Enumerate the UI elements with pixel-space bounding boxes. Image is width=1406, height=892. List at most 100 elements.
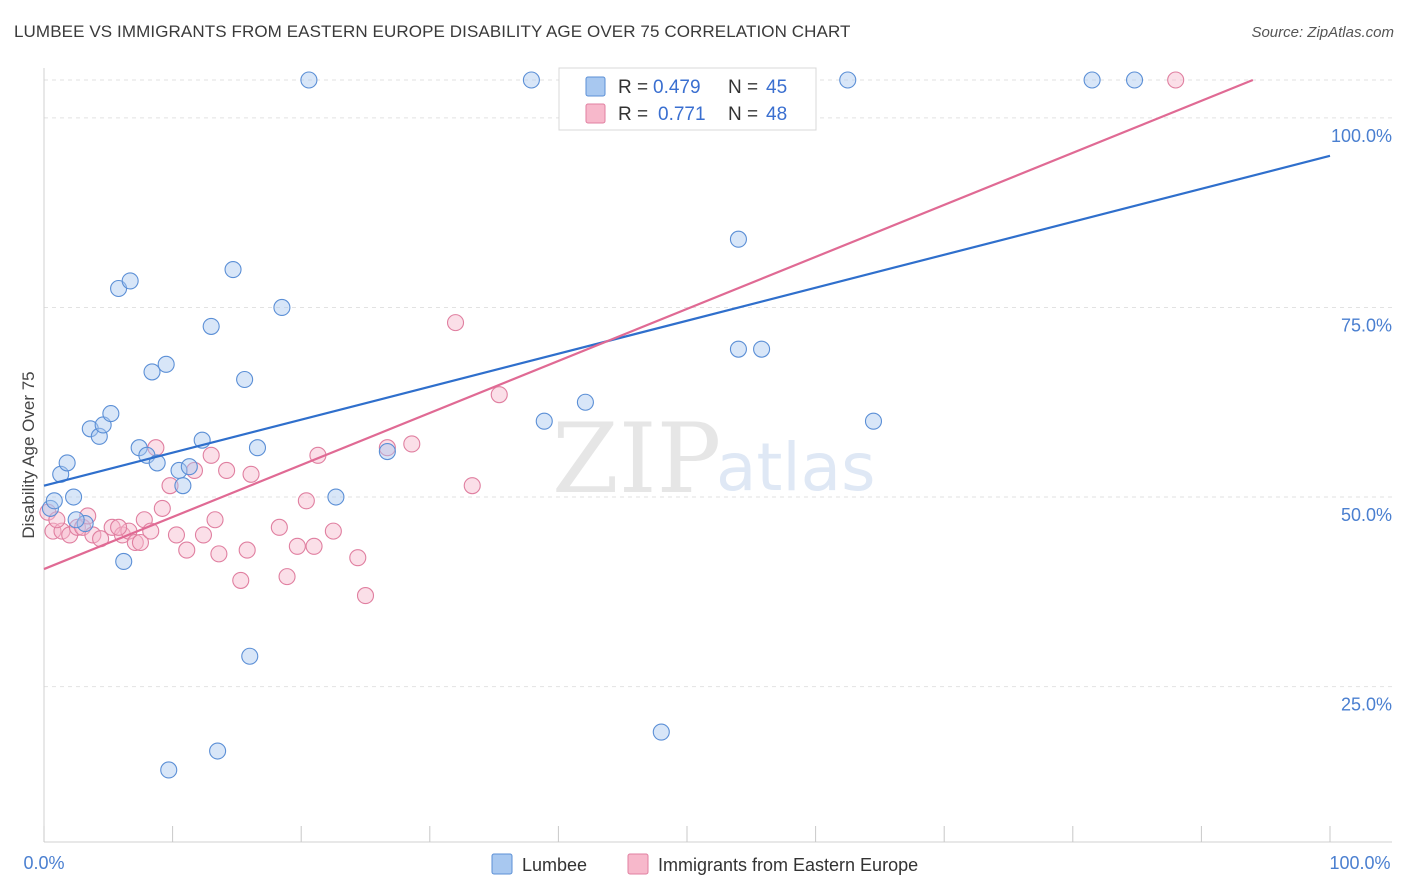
bottom-legend: Lumbee Immigrants from Eastern Europe — [491, 853, 918, 875]
y-tick-label-0: 25.0% — [1341, 695, 1392, 715]
lumbee-point-42 — [241, 647, 259, 665]
y-axis-tick-labels: 25.0% 50.0% 75.0% 100.0% — [1331, 126, 1392, 715]
lumbee-point-35 — [753, 340, 771, 358]
lumbee-point-16 — [148, 454, 166, 472]
immigrants-point-30 — [270, 518, 288, 536]
lumbee-point-27 — [300, 71, 318, 89]
lumbee-point-7 — [90, 427, 108, 445]
x-axis-ticks — [43, 826, 1331, 842]
immigrants-point-38 — [356, 587, 375, 605]
lumbee-point-20 — [180, 458, 198, 476]
lumbee-point-41 — [209, 742, 227, 760]
immigrants-point-29 — [242, 465, 260, 483]
immigrants-point-24 — [206, 511, 224, 529]
series-immigrants-points — [39, 71, 1185, 605]
legend-n-label-1: N = — [728, 77, 758, 98]
lumbee-point-43 — [652, 723, 670, 741]
legend-n-value-2: 48 — [766, 104, 787, 125]
lumbee-point-26 — [273, 298, 291, 317]
lumbee-point-1 — [45, 492, 63, 510]
lumbee-point-34 — [729, 230, 747, 248]
lumbee-point-36 — [839, 71, 857, 89]
lumbee-point-3 — [58, 454, 76, 472]
lumbee-point-38 — [1083, 71, 1101, 89]
legend-r-label-2: R = — [618, 104, 648, 125]
lumbee-point-32 — [576, 393, 594, 411]
watermark-atlas: atlas — [716, 429, 876, 506]
lumbee-point-44 — [67, 511, 85, 529]
immigrants-point-20 — [178, 541, 196, 559]
immigrants-point-22 — [194, 526, 213, 544]
lumbee-point-15 — [143, 363, 161, 381]
lumbee-point-28 — [327, 488, 345, 506]
immigrants-point-13 — [131, 533, 149, 552]
immigrants-point-34 — [305, 537, 323, 555]
immigrants-point-47 — [110, 518, 128, 536]
legend-box: R = 0.479 N = 45 R = 0.771 N = 48 — [558, 67, 817, 131]
bottom-legend-label-immigrants: Immigrants from Eastern Europe — [658, 855, 918, 875]
lumbee-point-33 — [729, 340, 747, 358]
immigrants-point-31 — [278, 568, 296, 586]
legend-swatch-lumbee — [585, 76, 606, 97]
immigrants-point-41 — [446, 314, 465, 332]
immigrants-point-19 — [167, 526, 186, 544]
bottom-legend-swatch-immigrants — [627, 853, 649, 875]
bottom-legend-swatch-lumbee — [491, 853, 513, 875]
lumbee-point-30 — [522, 71, 540, 89]
immigrants-point-32 — [288, 537, 306, 555]
immigrants-point-36 — [324, 522, 342, 540]
lumbee-point-19 — [174, 477, 192, 495]
series-lumbee-points — [41, 71, 1144, 779]
axes — [43, 68, 1392, 843]
y-tick-label-1: 50.0% — [1341, 505, 1392, 525]
immigrants-point-39 — [378, 439, 396, 457]
lumbee-point-39 — [1125, 71, 1144, 89]
legend-n-label-2: N = — [728, 104, 758, 125]
legend-r-value-2: 0.771 — [658, 104, 706, 125]
source-credit: Source: ZipAtlas.com — [1251, 24, 1394, 41]
chart-title: LUMBEE VS IMMIGRANTS FROM EASTERN EUROPE… — [14, 22, 851, 41]
lumbee-point-24 — [236, 370, 254, 389]
trend-line-immigrants — [43, 78, 1254, 571]
immigrants-point-12 — [126, 533, 144, 552]
y-axis-label: Disability Age Over 75 — [19, 371, 38, 538]
immigrants-point-23 — [202, 446, 220, 464]
lumbee-point-9 — [102, 405, 120, 423]
legend-n-value-1: 45 — [766, 77, 787, 98]
x-tick-label-max: 100.0% — [1329, 853, 1390, 873]
x-tick-label-min: 0.0% — [23, 853, 64, 873]
lumbee-point-31 — [535, 412, 553, 430]
lumbee-point-4 — [65, 488, 83, 506]
bottom-legend-label-lumbee: Lumbee — [522, 855, 587, 875]
immigrants-point-1 — [44, 522, 62, 540]
legend-swatch-immigrants — [585, 103, 606, 124]
watermark-zip: ZIP — [552, 403, 721, 515]
legend-r-value-1: 0.479 — [653, 77, 701, 98]
trend-line-lumbee — [43, 154, 1331, 487]
lumbee-point-37 — [864, 412, 883, 430]
y-tick-label-3: 100.0% — [1331, 126, 1392, 146]
immigrants-point-25 — [210, 545, 228, 563]
immigrants-point-26 — [218, 461, 236, 480]
immigrants-point-18 — [161, 477, 179, 495]
immigrants-point-33 — [297, 492, 315, 510]
lumbee-point-23 — [224, 261, 242, 279]
immigrants-point-17 — [153, 499, 171, 517]
immigrants-point-45 — [1167, 71, 1185, 89]
lumbee-point-29 — [378, 442, 396, 461]
immigrants-point-37 — [349, 549, 367, 567]
legend-r-label-1: R = — [618, 77, 648, 98]
lumbee-point-22 — [202, 317, 220, 335]
lumbee-point-5 — [76, 515, 94, 533]
lumbee-point-12 — [115, 552, 133, 571]
lumbee-point-17 — [157, 355, 175, 373]
immigrants-point-43 — [490, 386, 508, 404]
immigrants-point-28 — [238, 541, 256, 559]
immigrants-point-27 — [232, 571, 250, 589]
lumbee-point-11 — [121, 272, 139, 290]
lumbee-point-40 — [160, 761, 178, 779]
trend-lines — [43, 78, 1331, 571]
immigrants-point-40 — [403, 435, 421, 453]
lumbee-point-25 — [248, 439, 267, 457]
